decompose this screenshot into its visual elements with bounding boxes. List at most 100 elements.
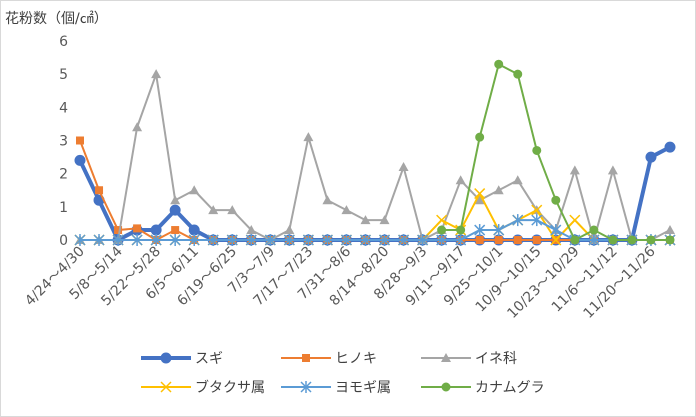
data-point: [74, 154, 86, 166]
data-point-stroke: [436, 214, 448, 226]
data-point: [436, 214, 448, 226]
data-point: [512, 175, 523, 185]
data-point: [74, 234, 86, 246]
series-6: [437, 59, 675, 245]
data-point: [169, 234, 181, 246]
data-point: [441, 353, 451, 362]
data-point: [441, 382, 451, 392]
legend-item: スギ: [141, 351, 223, 367]
x-axis-ticks: 4/24～4/305/8～5/145/22～5/286/5～6/116/19～6…: [22, 243, 659, 321]
data-point: [531, 204, 543, 216]
y-axis-title: 花粉数（個/㎠）: [5, 11, 108, 27]
data-point: [398, 234, 410, 246]
data-point-stroke: [474, 188, 486, 200]
legend-item: ブタクサ属: [141, 379, 265, 396]
data-point: [494, 236, 503, 244]
y-tick-label: 0: [59, 233, 68, 249]
data-point: [302, 234, 314, 246]
data-point: [607, 165, 618, 175]
data-point: [570, 235, 580, 245]
data-point: [436, 234, 448, 246]
data-point: [303, 132, 314, 142]
data-point-stroke: [550, 234, 562, 246]
data-point: [417, 234, 429, 246]
y-tick-label: 6: [59, 34, 68, 50]
data-point: [169, 204, 181, 216]
data-point: [475, 132, 485, 142]
data-point: [379, 215, 390, 225]
data-point: [474, 224, 486, 237]
data-point: [665, 235, 675, 245]
data-point: [513, 236, 522, 244]
data-point: [569, 214, 581, 226]
data-point: [513, 69, 523, 79]
data-point: [93, 234, 105, 246]
data-point: [300, 381, 312, 393]
data-point: [133, 224, 142, 233]
data-point: [264, 234, 276, 246]
data-point: [207, 234, 219, 246]
data-point: [208, 205, 219, 215]
legend-item: イネ科: [421, 351, 517, 367]
data-point: [322, 195, 333, 205]
data-point: [302, 354, 310, 362]
data-point: [112, 234, 124, 246]
data-point: [569, 165, 580, 175]
data-point: [664, 141, 676, 153]
data-point: [188, 224, 200, 236]
data-point: [550, 224, 562, 237]
data-point: [474, 195, 485, 205]
data-point: [608, 235, 618, 245]
data-point: [493, 224, 505, 237]
data-point: [359, 234, 372, 246]
series-line: [80, 73, 671, 241]
y-tick-label: 3: [59, 134, 68, 150]
data-point: [512, 214, 524, 227]
data-point: [588, 234, 600, 246]
legend-label: スギ: [195, 351, 223, 367]
data-point: [76, 136, 84, 145]
data-point: [474, 188, 486, 200]
data-point: [150, 234, 162, 246]
y-tick-label: 4: [59, 100, 68, 116]
y-axis-ticks: 0 1 2 3 4 5 6: [59, 34, 68, 249]
legend-label: イネ科: [475, 351, 517, 367]
legend-label: ヨモギ属: [335, 380, 391, 396]
legend-label: ヒノキ: [335, 351, 377, 367]
data-point: [160, 352, 172, 364]
data-point: [550, 234, 562, 246]
data-point: [360, 215, 371, 225]
series-2: [76, 136, 674, 244]
series-line: [441, 63, 670, 241]
data-point: [532, 236, 541, 244]
data-point: [150, 224, 162, 236]
series-3: [75, 69, 675, 244]
data-point-stroke: [569, 214, 581, 226]
data-point: [284, 225, 295, 235]
data-point: [378, 234, 391, 246]
legend-item: ヨモギ属: [281, 380, 391, 396]
data-point: [475, 236, 484, 244]
data-point-stroke: [531, 204, 543, 216]
data-point: [589, 225, 599, 235]
data-point: [246, 225, 257, 235]
data-point: [437, 225, 447, 235]
data-point: [455, 234, 467, 246]
data-point: [551, 195, 561, 205]
y-tick-label: 1: [59, 200, 68, 216]
y-tick-label: 2: [59, 167, 68, 183]
data-point: [131, 234, 143, 246]
data-point: [160, 381, 172, 393]
data-point: [493, 185, 504, 195]
legend-label: カナムグラ: [475, 380, 545, 396]
data-point: [456, 225, 466, 235]
data-point: [188, 234, 200, 246]
data-point: [494, 59, 504, 69]
data-point: [95, 186, 104, 195]
series-layer: [74, 59, 676, 246]
legend-item: ヒノキ: [281, 351, 377, 367]
data-point: [227, 205, 238, 215]
legend-label: ブタクサ属: [195, 379, 265, 396]
